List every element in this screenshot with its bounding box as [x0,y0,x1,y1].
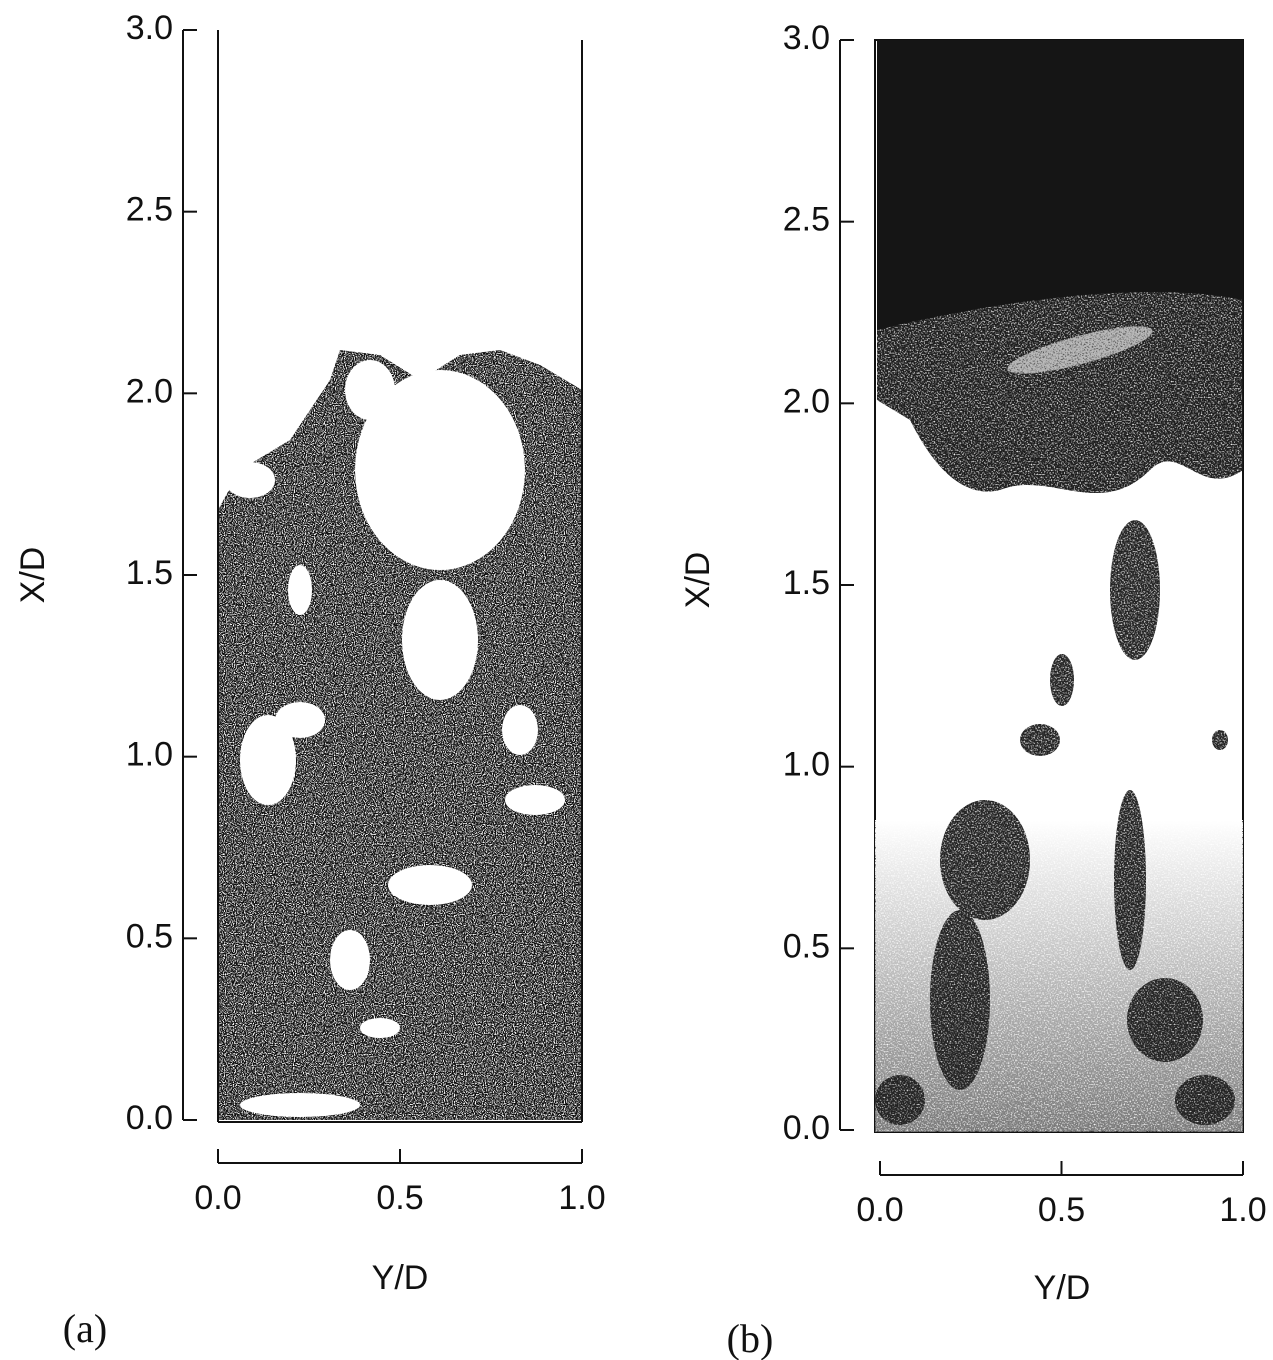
panel-label: (a) [63,1306,107,1351]
x-axis-title: Y/D [372,1259,429,1297]
y-axis-title: X/D [679,552,717,609]
y-tick-label: 3.0 [126,9,173,47]
x-axis-title: Y/D [1034,1269,1091,1307]
y-tick-label: 0.5 [126,917,173,955]
x-tick-label: 0.5 [1038,1191,1085,1229]
y-tick-label: 3.0 [783,19,830,57]
y-tick-label: 2.5 [783,201,830,239]
x-tick-label: 0.0 [856,1191,903,1229]
flow-image-a [217,30,583,1123]
y-tick-label: 0.0 [126,1099,173,1137]
y-axis-title: X/D [14,547,52,604]
y-tick-label: 0.5 [783,927,830,965]
y-tick-label: 1.0 [126,736,173,774]
y-tick-label: 1.5 [783,564,830,602]
x-tick-label: 1.0 [558,1179,605,1217]
y-tick-label: 2.5 [126,191,173,229]
y-tick-label: 0.0 [783,1109,830,1147]
y-tick-label: 1.5 [126,554,173,592]
x-tick-label: 0.5 [376,1179,423,1217]
y-tick-label: 1.0 [783,746,830,784]
panel-label: (b) [727,1316,774,1360]
flow-image-b [874,39,1244,1133]
y-tick-label: 2.0 [783,382,830,420]
y-tick-label: 2.0 [126,372,173,410]
x-tick-label: 1.0 [1219,1191,1266,1229]
x-tick-label: 0.0 [194,1179,241,1217]
